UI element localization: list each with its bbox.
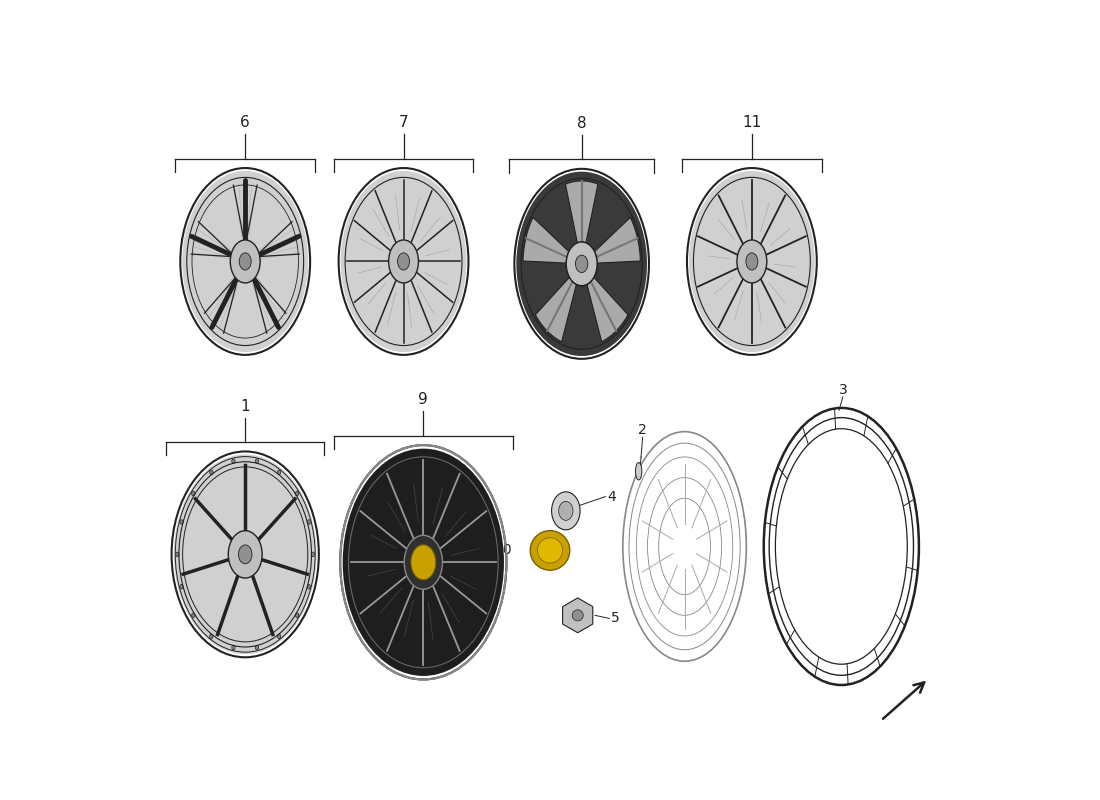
Ellipse shape [180, 585, 184, 589]
Ellipse shape [516, 172, 647, 356]
Text: 4: 4 [607, 490, 616, 503]
Text: 11: 11 [742, 115, 761, 130]
Ellipse shape [210, 634, 213, 638]
Text: 6: 6 [240, 115, 250, 130]
Polygon shape [536, 276, 576, 342]
Ellipse shape [210, 470, 213, 474]
Ellipse shape [746, 253, 758, 270]
Ellipse shape [575, 255, 587, 273]
Ellipse shape [255, 459, 258, 463]
Polygon shape [586, 276, 628, 342]
Polygon shape [593, 218, 640, 263]
Ellipse shape [296, 491, 299, 496]
Ellipse shape [239, 253, 251, 270]
Ellipse shape [174, 454, 317, 654]
Ellipse shape [636, 462, 641, 480]
Text: 7: 7 [398, 115, 408, 130]
Ellipse shape [516, 172, 647, 356]
Ellipse shape [530, 530, 570, 570]
Ellipse shape [191, 491, 195, 496]
Ellipse shape [566, 242, 597, 286]
Ellipse shape [239, 545, 252, 564]
Ellipse shape [307, 585, 310, 589]
Ellipse shape [566, 242, 597, 286]
Polygon shape [522, 218, 570, 263]
Ellipse shape [404, 535, 442, 590]
Ellipse shape [176, 552, 179, 557]
Ellipse shape [559, 502, 573, 520]
Ellipse shape [551, 492, 580, 530]
Ellipse shape [343, 449, 504, 676]
Ellipse shape [737, 240, 767, 283]
Ellipse shape [230, 240, 260, 283]
Ellipse shape [232, 459, 235, 463]
Ellipse shape [255, 646, 258, 650]
Ellipse shape [416, 551, 431, 573]
Text: 8: 8 [576, 116, 586, 131]
Ellipse shape [232, 646, 235, 650]
Ellipse shape [689, 171, 815, 352]
Ellipse shape [411, 545, 436, 580]
Ellipse shape [537, 538, 563, 563]
Text: 9: 9 [418, 393, 428, 407]
Text: 3: 3 [838, 383, 847, 397]
Ellipse shape [572, 610, 583, 621]
Ellipse shape [388, 240, 418, 283]
Text: 2: 2 [638, 423, 647, 438]
Ellipse shape [191, 613, 195, 618]
Ellipse shape [296, 613, 299, 618]
Text: 1: 1 [241, 398, 250, 414]
Ellipse shape [229, 530, 262, 578]
Polygon shape [565, 181, 598, 245]
Text: 10: 10 [494, 543, 512, 558]
Ellipse shape [307, 520, 310, 524]
Ellipse shape [341, 171, 466, 352]
Ellipse shape [183, 171, 308, 352]
Text: 5: 5 [610, 611, 619, 626]
Ellipse shape [311, 552, 315, 557]
Ellipse shape [277, 634, 280, 638]
Ellipse shape [277, 470, 280, 474]
Ellipse shape [180, 520, 184, 524]
Ellipse shape [397, 253, 409, 270]
